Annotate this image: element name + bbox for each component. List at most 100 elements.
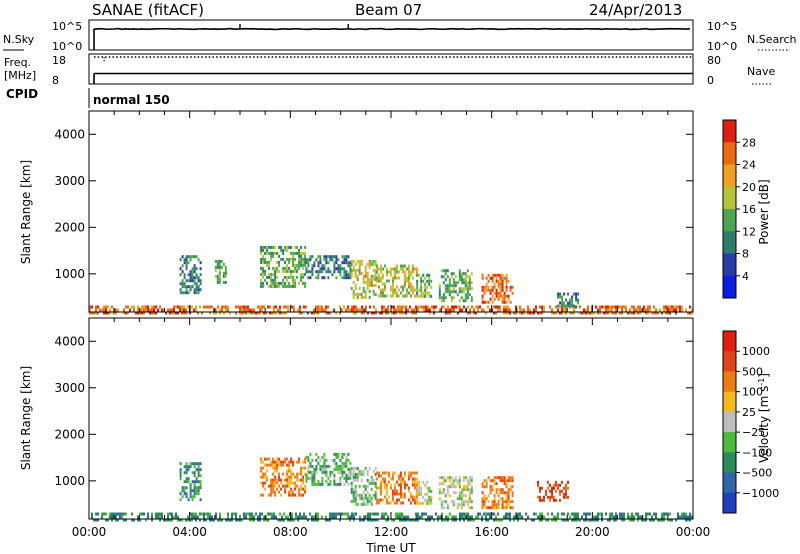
power-echo-cell: [268, 272, 271, 276]
power-echo-cell: [495, 291, 498, 295]
power-echo-cell: [286, 248, 289, 252]
velocity-echo-cell: [272, 490, 275, 494]
velocity-echo-cell: [519, 512, 521, 516]
cpid-label: CPID: [6, 87, 38, 101]
velocity-echo-cell: [309, 476, 312, 480]
power-echo-cell: [183, 285, 186, 289]
nsky-tick-low: 10^0: [52, 40, 82, 53]
power-echo-cell: [185, 258, 188, 262]
power-echo-cell: [407, 291, 410, 295]
power-echo-cell: [313, 261, 316, 265]
power-echo-cell: [294, 281, 297, 285]
velocity-echo-cell: [195, 512, 197, 516]
velocity-echo-cell: [275, 515, 277, 519]
power-echo-cell: [557, 295, 560, 299]
power-echo-cell: [179, 308, 181, 312]
velocity-colorbar-segment: [723, 472, 736, 494]
velocity-echo-cell: [499, 491, 502, 495]
power-echo-cell: [563, 304, 566, 308]
power-echo-cell: [613, 305, 615, 309]
power-echo-cell: [499, 291, 502, 295]
velocity-echo-cell: [364, 496, 367, 500]
power-echo-cell: [487, 305, 489, 309]
power-echo-cell: [471, 305, 473, 309]
power-echo-cell: [450, 299, 453, 303]
velocity-echo-cell: [559, 498, 561, 502]
velocity-echo-cell: [335, 515, 337, 519]
power-echo-cell: [266, 260, 269, 264]
velocity-echo-cell: [495, 518, 497, 522]
power-echo-cell: [300, 275, 303, 279]
power-echo-cell: [381, 308, 383, 312]
velocity-echo-cell: [509, 476, 512, 480]
velocity-echo-cell: [451, 515, 453, 519]
power-echo-cell: [284, 248, 287, 252]
power-echo-cell: [273, 311, 275, 315]
velocity-echo-cell: [315, 482, 318, 486]
velocity-echo-cell: [593, 515, 595, 519]
velocity-echo-cell: [481, 482, 484, 486]
velocity-echo-cell: [561, 518, 563, 522]
power-echo-cell: [507, 305, 509, 309]
power-echo-cell: [211, 305, 213, 309]
velocity-echo-cell: [284, 460, 287, 464]
velocity-echo-cell: [391, 477, 394, 481]
velocity-echo-cell: [401, 512, 403, 516]
velocity-echo-cell: [645, 515, 647, 519]
velocity-echo-cell: [363, 515, 365, 519]
power-echo-cell: [352, 268, 355, 272]
velocity-echo-cell: [197, 492, 200, 496]
power-echo-cell: [521, 308, 523, 312]
velocity-echo-cell: [161, 512, 163, 516]
velocity-echo-cell: [151, 512, 153, 516]
power-echo-cell: [216, 262, 219, 266]
velocity-echo-cell: [290, 472, 293, 476]
power-echo-cell: [187, 255, 190, 259]
velocity-echo-cell: [395, 515, 397, 519]
velocity-echo-cell: [555, 483, 557, 487]
power-echo-cell: [296, 269, 299, 273]
power-echo-cell: [444, 278, 447, 282]
velocity-echo-cell: [415, 512, 417, 516]
velocity-echo-cell: [541, 486, 543, 490]
power-echo-cell: [446, 275, 449, 279]
power-echo-region: [305, 255, 352, 280]
velocity-echo-cell: [262, 472, 265, 476]
velocity-echo-cell: [349, 473, 352, 477]
power-echo-cell: [319, 267, 322, 271]
velocity-echo-cell: [438, 482, 441, 486]
velocity-echo-cell: [583, 518, 585, 522]
power-echo-cell: [179, 273, 182, 277]
power-echo-cell: [599, 305, 601, 309]
velocity-echo-cell: [195, 462, 198, 466]
velocity-echo-cell: [585, 518, 587, 522]
power-echo-cell: [446, 284, 449, 288]
power-echo-cell: [302, 275, 305, 279]
velocity-echo-cell: [407, 474, 410, 478]
velocity-echo-cell: [193, 474, 196, 478]
velocity-echo-cell: [264, 463, 267, 467]
velocity-echo-cell: [637, 518, 639, 522]
velocity-echo-cell: [251, 518, 253, 522]
velocity-echo-cell: [487, 518, 489, 522]
velocity-echo-cell: [391, 474, 394, 478]
power-echo-cell: [296, 251, 299, 255]
velocity-echo-cell: [453, 515, 455, 519]
velocity-echo-cell: [235, 512, 237, 516]
velocity-echo-cell: [539, 512, 541, 516]
velocity-echo-cell: [325, 518, 327, 522]
power-echo-cell: [391, 305, 393, 309]
power-echo-cell: [222, 274, 225, 278]
power-echo-cell: [293, 308, 295, 312]
power-echo-cell: [405, 288, 408, 292]
velocity-echo-cell: [377, 486, 380, 490]
velocity-echo-cell: [385, 486, 388, 490]
velocity-echo-cell: [270, 484, 273, 488]
power-echo-cell: [619, 311, 621, 315]
velocity-echo-cell: [262, 466, 265, 470]
velocity-echo-cell: [515, 512, 517, 516]
power-echo-cell: [387, 270, 390, 274]
velocity-echo-cell: [227, 518, 229, 522]
velocity-echo-cell: [274, 493, 277, 497]
power-echo-cell: [185, 261, 188, 265]
